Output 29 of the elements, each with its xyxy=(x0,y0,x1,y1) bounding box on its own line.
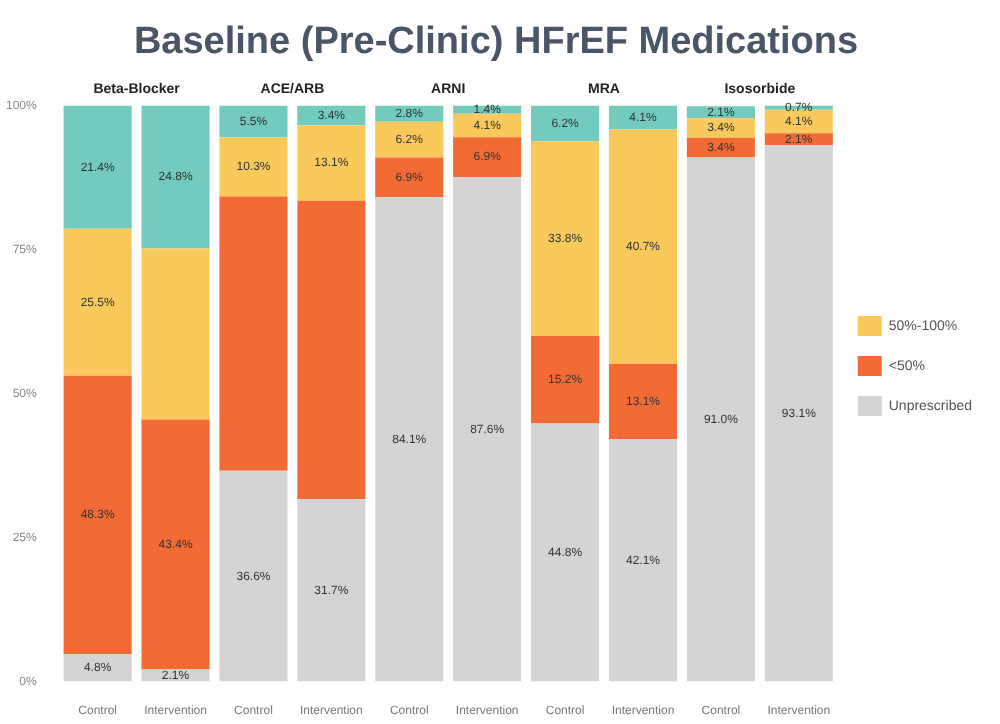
bar xyxy=(764,145,833,682)
bar xyxy=(453,137,522,178)
bar xyxy=(63,375,132,654)
bar xyxy=(63,228,132,376)
bar xyxy=(608,363,678,440)
bar xyxy=(608,439,678,682)
bar xyxy=(219,196,288,471)
bar xyxy=(297,200,366,500)
bar xyxy=(531,423,600,682)
bar xyxy=(686,118,755,138)
chart-title: Baseline (Pre-Clinic) HFrEF Medications xyxy=(133,21,859,64)
bar xyxy=(375,121,444,158)
bar xyxy=(141,105,210,249)
bar xyxy=(375,197,444,682)
bar xyxy=(608,129,678,364)
bar xyxy=(531,336,600,424)
bar xyxy=(63,105,132,229)
bar xyxy=(219,105,288,138)
bar xyxy=(219,137,288,197)
bar xyxy=(219,470,288,682)
bar xyxy=(297,499,366,682)
bar xyxy=(375,157,444,198)
bar xyxy=(531,105,600,142)
bar xyxy=(453,177,522,682)
bar xyxy=(141,419,210,670)
bar xyxy=(297,125,366,201)
bar xyxy=(141,248,210,420)
bar xyxy=(686,157,755,682)
bar xyxy=(531,141,600,336)
